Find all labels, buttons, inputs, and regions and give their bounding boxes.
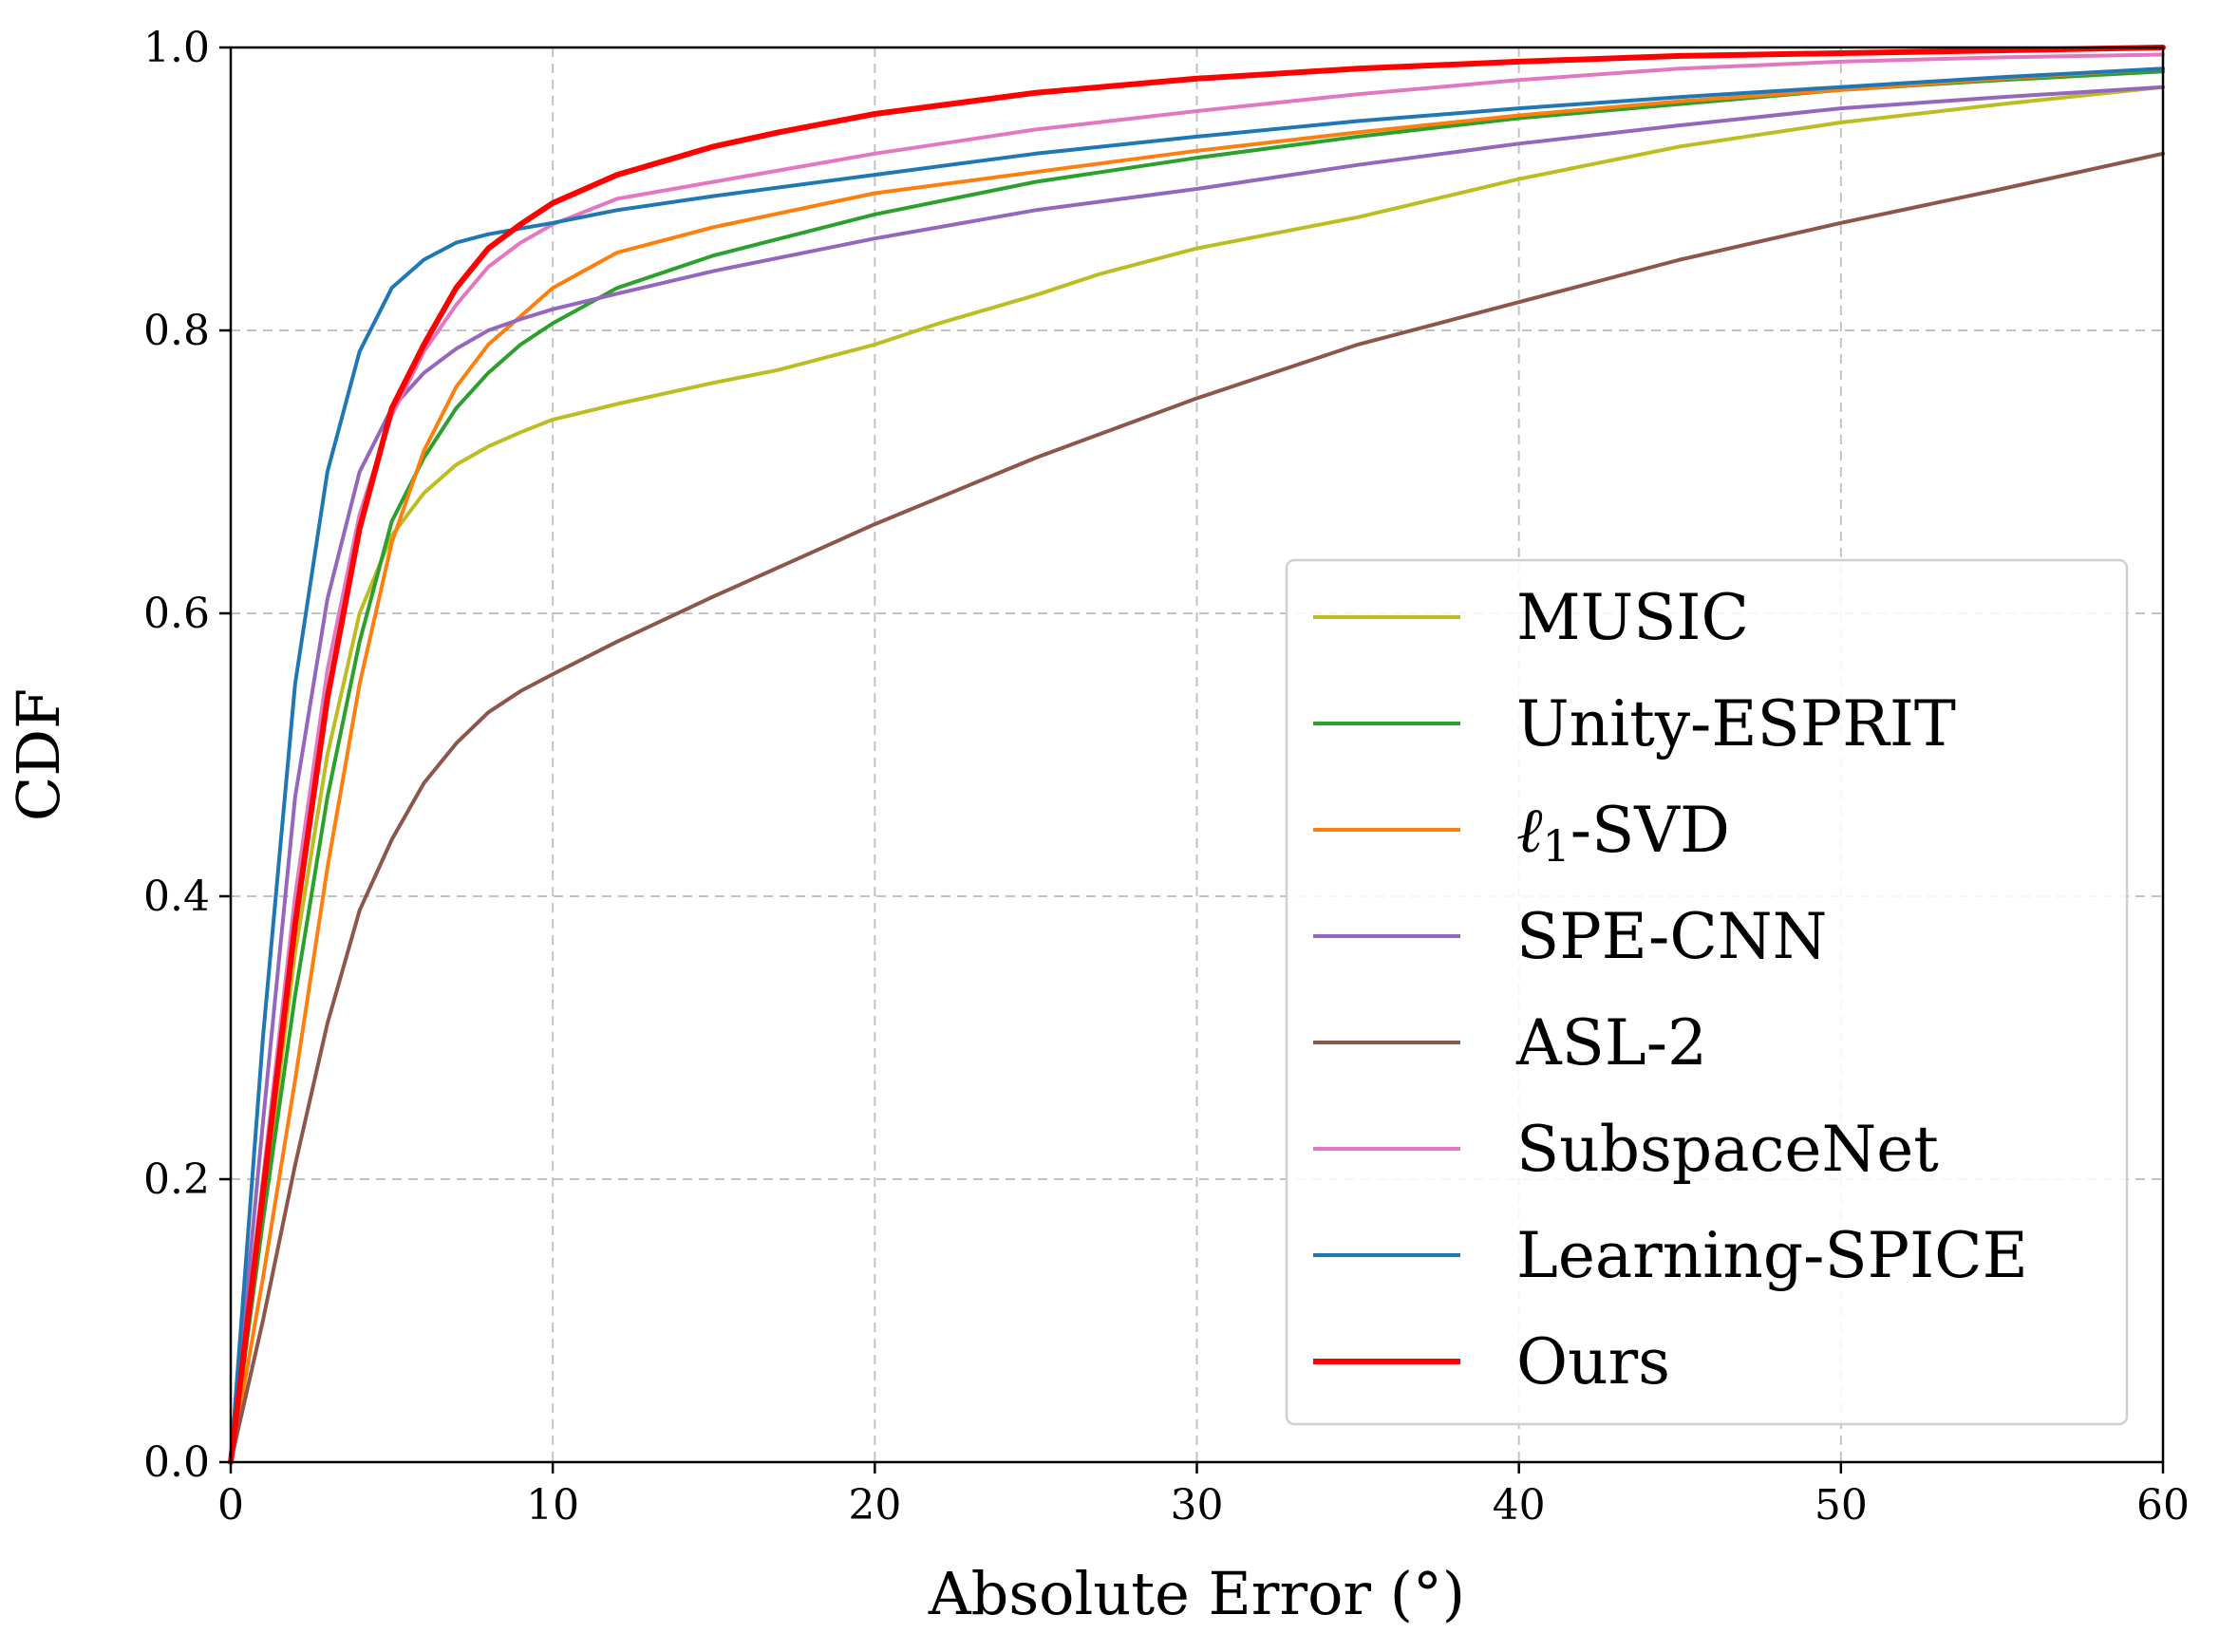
- legend-box: [1285, 558, 2129, 1426]
- x-tick-label: 50: [1815, 1481, 1868, 1530]
- x-axis-title: Absolute Error (°): [928, 1559, 1465, 1628]
- legend-label: Unity-ESPRIT: [1516, 687, 1956, 760]
- x-tick-label: 10: [526, 1481, 579, 1530]
- y-tick-label: 0.4: [143, 873, 210, 921]
- series-line-subspacenet: [229, 52, 2165, 1464]
- legend-label: SPE-CNN: [1516, 900, 1827, 973]
- y-tick-label: 0.0: [143, 1438, 210, 1487]
- series-line-ours: [228, 45, 2166, 1465]
- legend-label: Ours: [1516, 1325, 1670, 1399]
- y-axis-title: CDF: [4, 688, 73, 821]
- axis-ticks: 0 10 20 30 40 50 60 0.0 0.2 0.4 0.6 0.8 1.0: [143, 24, 2190, 1530]
- legend-label: ASL-2: [1515, 1006, 1707, 1079]
- series-line-unity-esprit: [229, 69, 2165, 1464]
- y-tick-label: 0.6: [143, 590, 210, 638]
- series-line--1-svd: [229, 66, 2165, 1464]
- legend-label: SubspaceNet: [1516, 1113, 1939, 1186]
- y-tick-label: 1.0: [143, 24, 210, 72]
- series-line-music: [229, 84, 2165, 1464]
- legend-label: Learning-SPICE: [1516, 1219, 2028, 1292]
- x-tick-label: 20: [848, 1481, 901, 1530]
- x-tick-label: 60: [2136, 1481, 2190, 1530]
- legend-label: MUSIC: [1516, 581, 1749, 654]
- legend: MUSIC Unity-ESPRIT ℓ1-SVD SPE-CNN ASL-2 Subsp…: [1285, 558, 2129, 1426]
- series-line-learning-spice: [229, 66, 2165, 1464]
- x-tick-label: 30: [1171, 1481, 1224, 1530]
- x-tick-label: 0: [217, 1481, 244, 1530]
- series-line-asl-2: [229, 151, 2165, 1464]
- series-line-spe-cnn: [229, 84, 2165, 1464]
- y-tick-label: 0.2: [143, 1155, 210, 1204]
- x-tick-label: 40: [1493, 1481, 1546, 1530]
- y-tick-label: 0.8: [143, 307, 210, 355]
- legend-label: ℓ1-SVD: [1516, 794, 1730, 872]
- series-lines: [228, 45, 2166, 1465]
